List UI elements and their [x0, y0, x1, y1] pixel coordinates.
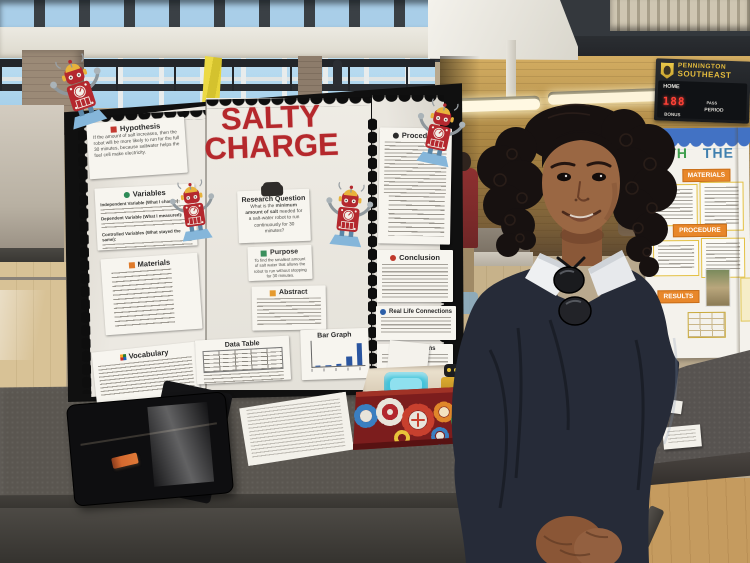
real-life-card: Real Life Connections [376, 306, 456, 340]
procedure-icon [392, 132, 399, 139]
tablet [65, 391, 235, 507]
tablet-screen[interactable] [78, 401, 222, 493]
left-wall [0, 105, 64, 250]
abstract-card: Abstract [251, 285, 327, 331]
research-question-body: What is the minimum amount of salt neede… [244, 203, 305, 236]
rq-text-1: What is the [250, 203, 276, 210]
left-floor [0, 262, 66, 402]
abstract-icon [269, 289, 277, 296]
data-table-card: Data Table [194, 335, 292, 385]
conclusion-icon [390, 254, 397, 261]
conclusion-card: Conclusion [377, 250, 453, 302]
poster-title-line2: CHARGE [203, 126, 340, 167]
purpose-icon [261, 249, 268, 257]
hair-curls [493, 103, 658, 257]
hypothesis-body: If the amount of salt increases, then th… [93, 130, 180, 159]
conclusion-label: Conclusion [399, 253, 440, 262]
ceiling-slats [610, 0, 750, 31]
abstract-label: Abstract [278, 288, 308, 297]
data-table-grid [202, 346, 284, 374]
hypothesis-card: Hypothesis If the amount of salt increas… [86, 116, 188, 180]
gym-flag [202, 56, 222, 108]
real-life-label: Real Life Connections [388, 309, 452, 315]
robot-head-icon [262, 181, 282, 196]
student-hands [536, 516, 622, 563]
materials-list [111, 268, 176, 329]
sweater-folds [488, 319, 645, 509]
scallop-divider-right [368, 118, 377, 388]
court-line [0, 277, 66, 280]
student [451, 103, 680, 563]
variables-card: Variables Independent Variable (What I c… [94, 183, 198, 251]
real-life-text [381, 317, 451, 335]
panel-crease [205, 100, 207, 390]
poster-title: SALTY CHARGE [195, 98, 347, 167]
materials-card: Materials [100, 252, 203, 336]
purpose-label: Purpose [270, 248, 299, 257]
materials-icon [128, 261, 135, 269]
sunglasses [553, 256, 592, 326]
bar-graph-xticks [311, 366, 366, 372]
handout-text [246, 398, 345, 457]
hoop-post [506, 40, 516, 98]
walking-person-silhouette [333, 60, 342, 86]
real-life-icon [379, 309, 386, 315]
abstract-text [256, 297, 322, 327]
screen-robot-video [111, 452, 139, 470]
purpose-body: To find the smallest amount of salt wate… [253, 256, 307, 279]
vocabulary-icon [119, 353, 127, 361]
bar-graph-bars [310, 338, 366, 368]
basketball-backboard-edge [428, 0, 578, 60]
crest-lion-icon [663, 65, 671, 75]
variables-icon [123, 191, 130, 198]
variables-label: Variables [132, 187, 166, 199]
bar-graph-card: Bar Graph [300, 327, 370, 381]
student-sweater [451, 266, 680, 563]
hypothesis-icon [110, 125, 118, 133]
conclusion-text [382, 264, 448, 298]
toy-robot-eye-left [447, 368, 451, 372]
purpose-card: Purpose To find the smallest amount of s… [247, 244, 313, 282]
left-table-strip [0, 248, 64, 262]
student-face [542, 130, 620, 234]
tray-water [390, 378, 422, 392]
materials-label: Materials [137, 257, 171, 269]
scoreboard-school-2: SOUTHEAST [677, 69, 732, 80]
floor-sheen [0, 290, 66, 360]
research-question-card: Research Question What is the minimum am… [237, 181, 311, 244]
bar-graph-title: Bar Graph [317, 331, 352, 340]
screen-glare [146, 401, 216, 493]
